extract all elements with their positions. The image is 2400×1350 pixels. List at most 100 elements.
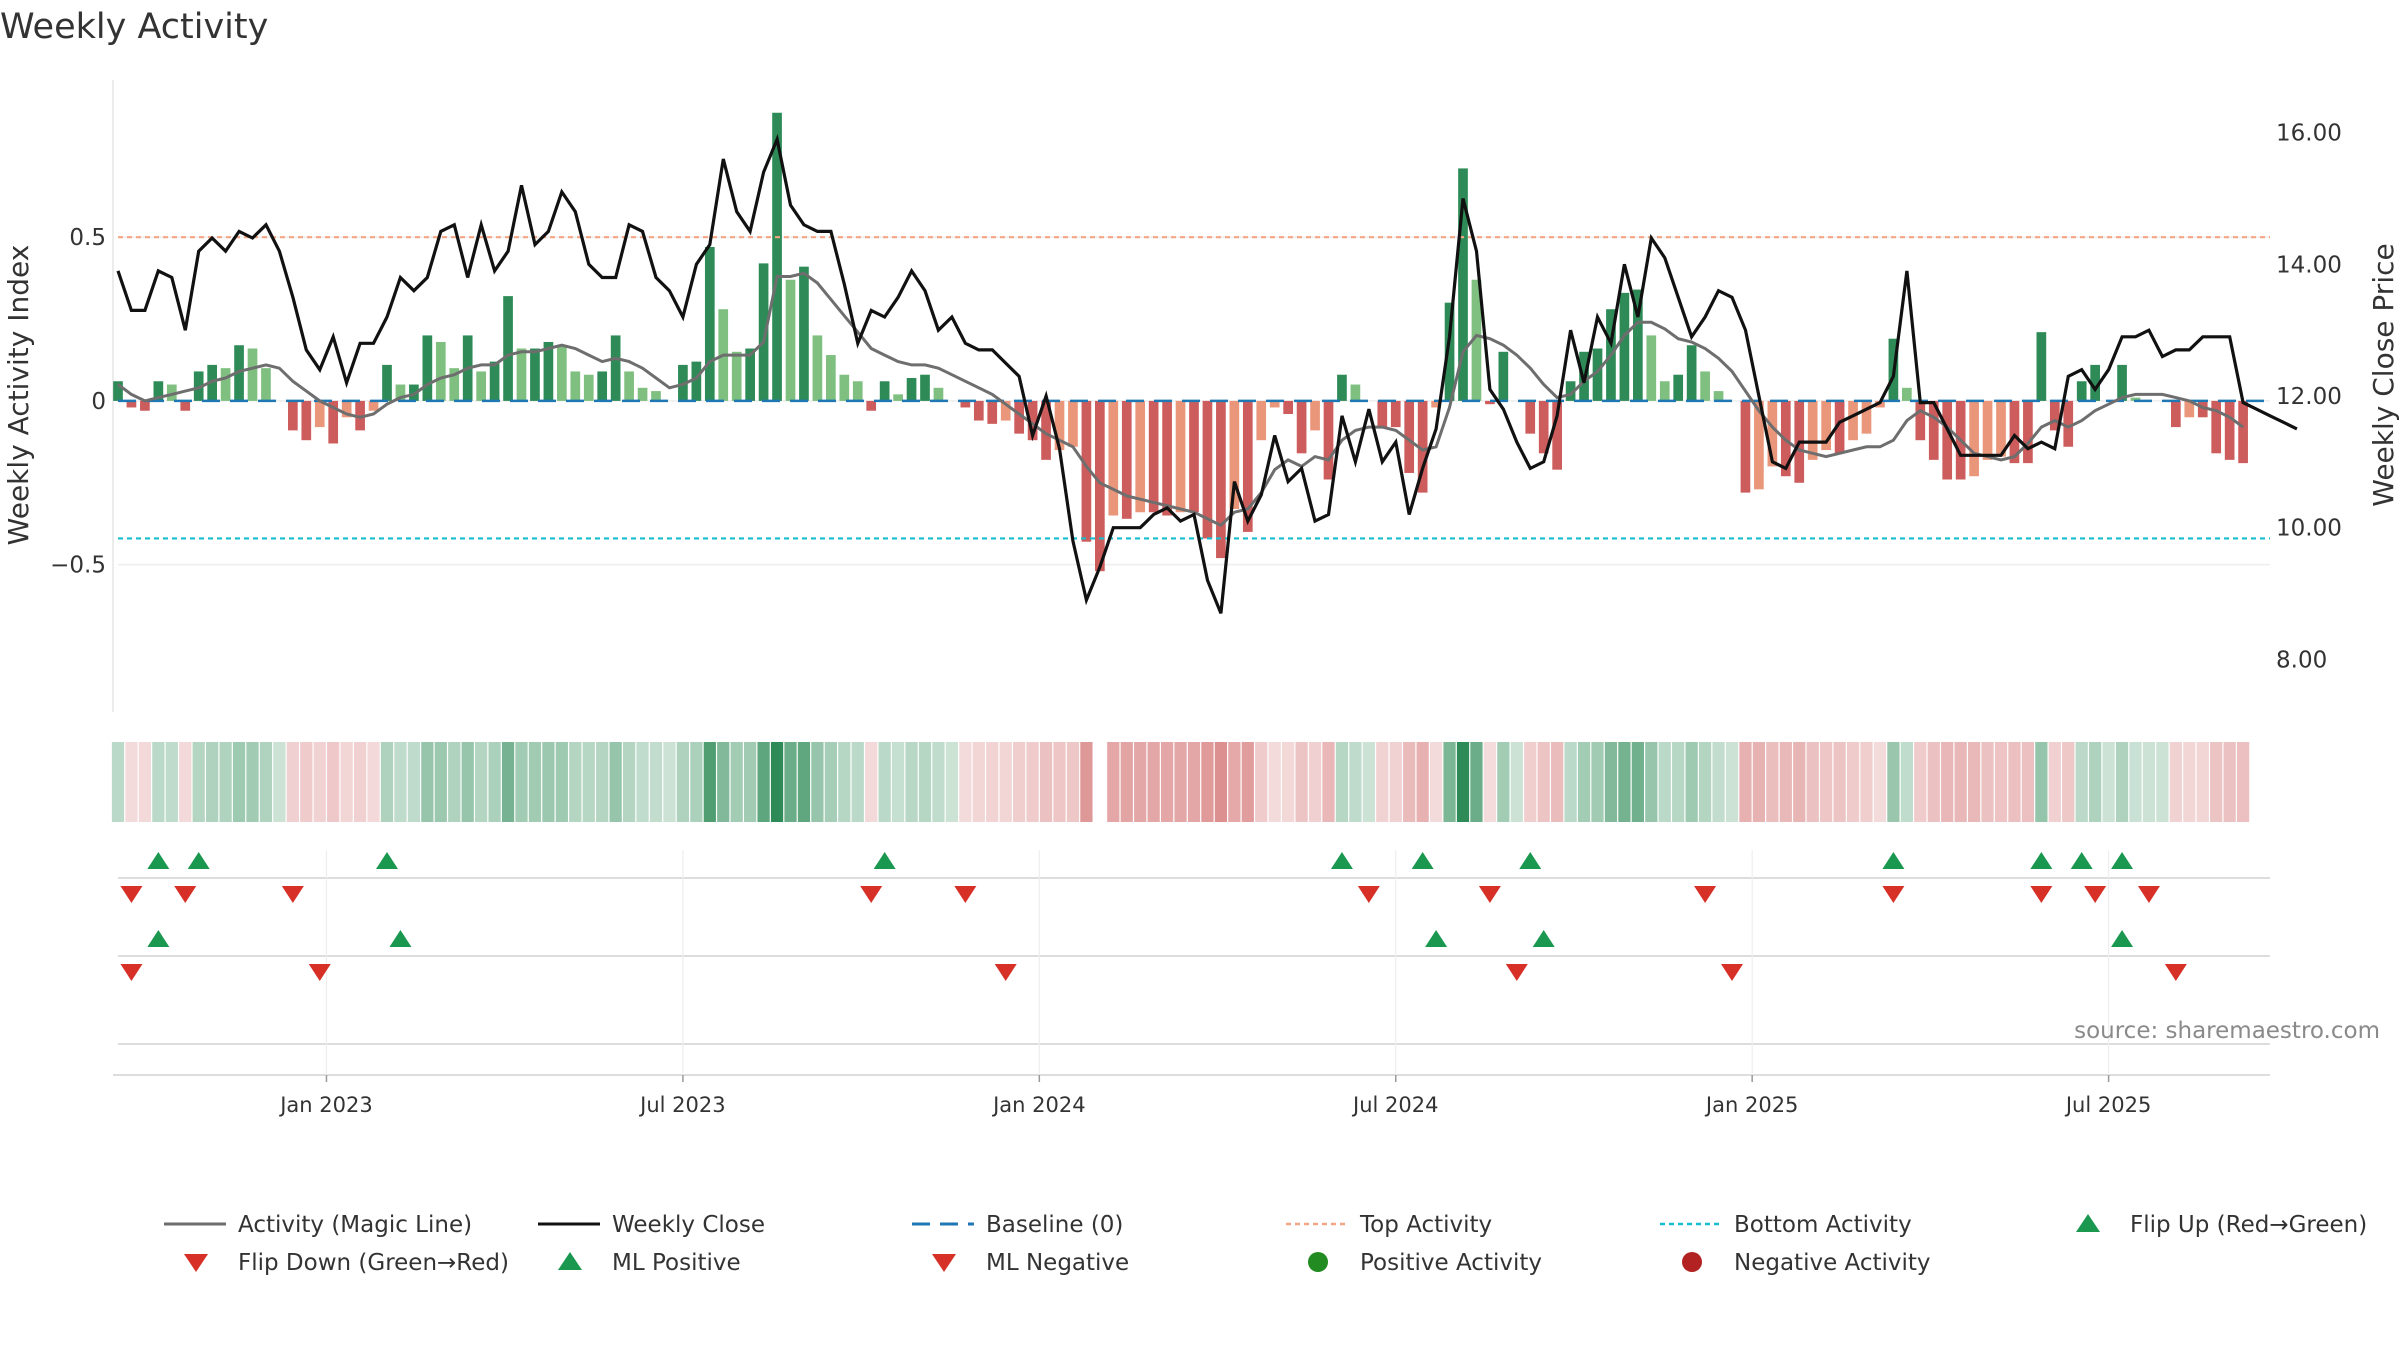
heat-cell <box>1766 742 1779 822</box>
heat-cell <box>1954 742 1967 822</box>
heat-cell <box>972 742 985 822</box>
heat-cell <box>313 742 326 822</box>
activity-bar <box>731 351 742 401</box>
heat-cell <box>1214 742 1228 822</box>
activity-bar <box>1834 400 1845 454</box>
activity-bar <box>1081 400 1092 542</box>
activity-bar <box>597 371 608 401</box>
activity-bar <box>1740 400 1751 493</box>
right-tick-label: 10.00 <box>2276 516 2342 542</box>
activity-bar <box>1807 400 1818 460</box>
activity-bar <box>1552 400 1562 470</box>
activity-bar <box>2211 400 2222 454</box>
x-axis-tick-labels: Jan 2023 Jul 2023 Jan 2024 Jul 2024 Jan 2025… <box>278 1075 2151 1117</box>
activity-bar <box>1283 400 1293 415</box>
activity-bar <box>288 400 298 431</box>
right-tick-label: 16.00 <box>2276 121 2342 147</box>
activity-bar <box>1108 400 1119 516</box>
heat-cell <box>1873 742 1887 822</box>
ml-positive-marker <box>1425 930 1448 947</box>
heat-cell <box>125 742 138 822</box>
heat-cell <box>1564 742 1577 822</box>
legend-label: Flip Down (Green→Red) <box>238 1250 509 1276</box>
legend-item: Activity (Magic Line) <box>164 1212 472 1238</box>
heat-cell <box>1658 742 1671 822</box>
heat-cell <box>1793 742 1806 822</box>
heat-cell <box>1914 742 1927 822</box>
ml-negative-marker <box>308 964 331 981</box>
activity-bar <box>866 400 877 411</box>
heat-cell <box>1241 742 1254 822</box>
heat-cell <box>1725 742 1739 822</box>
activity-bar <box>651 391 661 401</box>
flip-down-marker <box>1357 886 1380 903</box>
heat-cell <box>1013 742 1026 822</box>
heat-cell <box>1739 742 1752 822</box>
activity-bar <box>2063 400 2074 447</box>
heat-cell <box>1026 742 1039 822</box>
heat-cell <box>488 742 501 822</box>
activity-bar <box>113 381 123 401</box>
heat-cell <box>1994 742 2008 822</box>
ml-negative-marker <box>994 964 1017 981</box>
legend-item: Baseline (0) <box>912 1212 1123 1238</box>
activity-bar <box>153 381 164 401</box>
ml-negative-marker <box>1721 964 1743 981</box>
heat-cell <box>784 742 797 822</box>
activity-bar <box>906 377 917 401</box>
activity-bar <box>368 400 379 411</box>
activity-bar <box>1996 400 2006 457</box>
activity-bar <box>476 371 486 401</box>
heat-cell <box>246 742 259 822</box>
ml-positive-marker <box>2111 930 2134 947</box>
activity-bar <box>314 400 325 428</box>
legend-item: Flip Down (Green→Red) <box>184 1250 509 1276</box>
heat-cell <box>1228 742 1241 822</box>
legend-label: ML Negative <box>986 1250 1129 1276</box>
legend-label: Baseline (0) <box>986 1212 1123 1238</box>
activity-bar <box>812 335 823 401</box>
activity-bar <box>2090 364 2100 401</box>
activity-bar <box>1431 400 1441 408</box>
magic-line-series <box>117 271 2244 528</box>
heat-cell <box>1577 742 1591 822</box>
activity-bar <box>1471 279 1482 401</box>
heat-cell <box>2210 742 2223 822</box>
activity-bar <box>301 400 312 441</box>
activity-bar <box>2049 400 2060 431</box>
activity-bar <box>1659 381 1670 401</box>
activity-bar <box>745 348 755 401</box>
ml-negative-marker <box>2164 964 2187 981</box>
flip-up-marker <box>2070 852 2093 869</box>
activity-bar <box>1485 400 1495 405</box>
activity-bar <box>1915 400 1926 441</box>
heat-cell <box>1080 742 1093 822</box>
right-tick-label: 12.00 <box>2276 384 2342 410</box>
activity-bar <box>1229 400 1240 509</box>
heat-cell <box>959 742 972 822</box>
flip-down-marker <box>1478 886 1501 903</box>
activity-bar <box>973 400 984 421</box>
activity-bar <box>1942 400 1953 480</box>
activity-bar <box>435 341 446 401</box>
activity-bar <box>328 400 339 444</box>
heat-cell <box>1604 742 1618 822</box>
activity-bar <box>1296 400 1307 454</box>
activity-bar <box>879 381 890 401</box>
activity-bar <box>1377 400 1388 428</box>
heat-cell <box>1981 742 1994 822</box>
heat-cell <box>1591 742 1604 822</box>
flip-down-marker <box>2137 886 2160 903</box>
heat-cell <box>515 742 528 822</box>
heat-cell <box>340 742 353 822</box>
activity-bar <box>1256 400 1267 441</box>
heat-cell <box>286 742 299 822</box>
ml-negative-marker <box>1505 964 1528 981</box>
heat-cell <box>1820 742 1833 822</box>
heat-cell <box>1524 742 1537 822</box>
activity-bar <box>1000 400 1011 421</box>
activity-bar <box>1121 400 1132 519</box>
activity-bar <box>987 400 998 424</box>
activity-bar <box>1969 400 1979 477</box>
